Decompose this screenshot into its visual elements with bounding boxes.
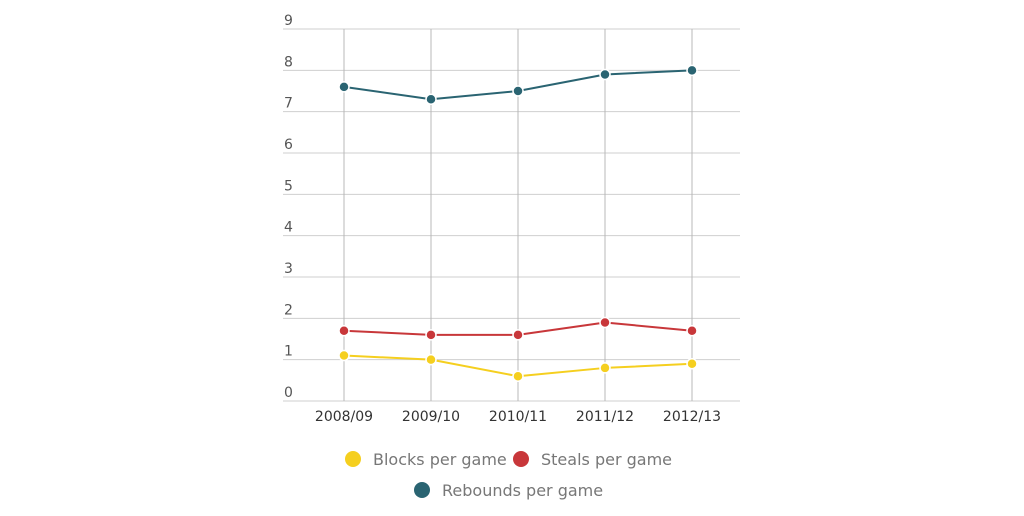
series-0 bbox=[338, 349, 698, 382]
x-axis-ticks: 2008/09 2009/10 2010/11 2011/12 2012/13 bbox=[315, 409, 721, 425]
y-tick-label: 5 bbox=[284, 178, 293, 194]
y-tick-label: 7 bbox=[284, 96, 293, 112]
legend-item-2[interactable]: Rebounds per game bbox=[414, 481, 603, 500]
legend-label: Steals per game bbox=[541, 450, 672, 469]
legend-label: Blocks per game bbox=[373, 450, 507, 469]
data-point[interactable] bbox=[425, 353, 437, 366]
data-point[interactable] bbox=[338, 324, 350, 337]
data-point[interactable] bbox=[512, 370, 524, 382]
legend-item-0[interactable]: Blocks per game bbox=[345, 450, 507, 469]
legend: Blocks per game Steals per game Rebounds p… bbox=[345, 450, 672, 500]
x-tick-label: 2012/13 bbox=[663, 409, 721, 425]
legend-swatch bbox=[513, 451, 529, 467]
series-2 bbox=[338, 64, 698, 106]
data-point[interactable] bbox=[338, 349, 350, 362]
x-tick-label: 2008/09 bbox=[315, 409, 373, 425]
y-tick-label: 6 bbox=[284, 137, 293, 153]
data-point[interactable] bbox=[512, 329, 524, 341]
legend-swatch bbox=[414, 482, 430, 498]
data-point[interactable] bbox=[599, 362, 611, 374]
data-point[interactable] bbox=[425, 93, 437, 106]
x-tick-label: 2009/10 bbox=[402, 409, 460, 425]
data-point[interactable] bbox=[512, 85, 524, 97]
y-axis-ticks: 0 1 2 3 4 5 6 7 8 9 bbox=[284, 13, 293, 401]
data-point[interactable] bbox=[599, 68, 611, 81]
y-tick-label: 1 bbox=[284, 344, 293, 360]
data-point[interactable] bbox=[425, 329, 437, 341]
x-tick-label: 2010/11 bbox=[489, 409, 547, 425]
legend-item-1[interactable]: Steals per game bbox=[513, 450, 672, 469]
y-tick-label: 8 bbox=[284, 54, 293, 70]
series-lines bbox=[338, 64, 698, 382]
y-tick-label: 2 bbox=[284, 302, 293, 318]
legend-label: Rebounds per game bbox=[442, 481, 603, 500]
y-tick-label: 9 bbox=[284, 13, 293, 29]
data-point[interactable] bbox=[686, 64, 698, 77]
y-tick-label: 0 bbox=[284, 385, 293, 401]
data-point[interactable] bbox=[338, 81, 350, 93]
legend-swatch bbox=[345, 451, 361, 467]
grid-lines bbox=[283, 28, 740, 402]
data-point[interactable] bbox=[599, 316, 611, 329]
series-1 bbox=[338, 316, 698, 341]
y-tick-label: 4 bbox=[284, 220, 293, 236]
x-tick-label: 2011/12 bbox=[576, 409, 634, 425]
data-point[interactable] bbox=[686, 358, 698, 370]
data-point[interactable] bbox=[686, 324, 698, 337]
y-tick-label: 3 bbox=[284, 261, 293, 277]
